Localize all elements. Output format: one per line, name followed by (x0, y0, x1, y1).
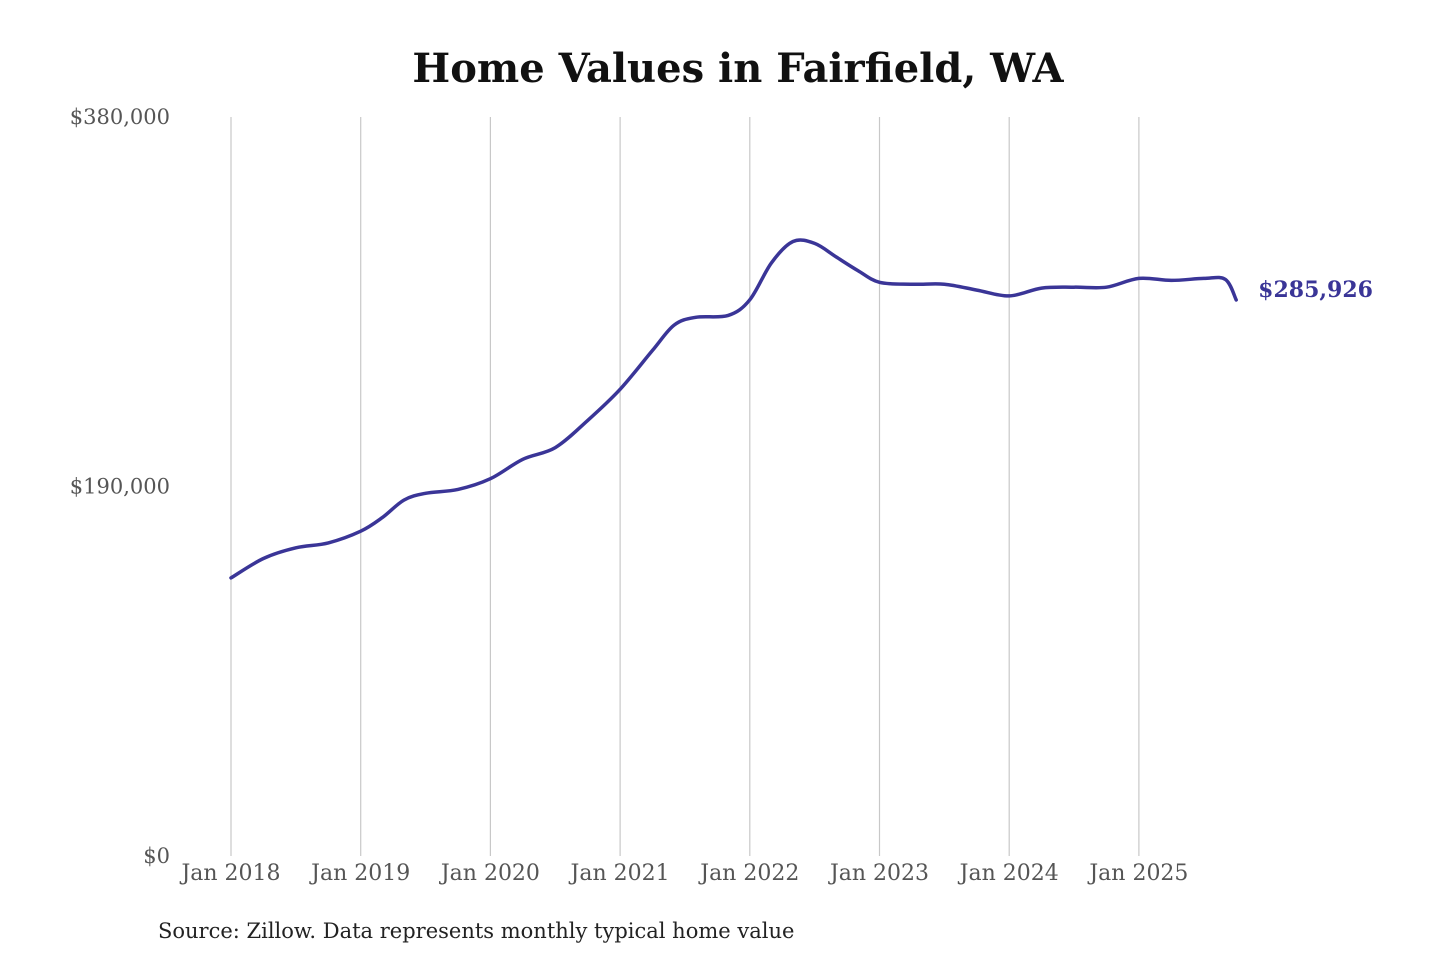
gridlines (230, 117, 1140, 856)
x-tick-label: Jan 2025 (1087, 861, 1188, 886)
y-tick-label: $0 (143, 844, 170, 868)
x-tick-label: Jan 2024 (958, 861, 1059, 886)
y-tick-label: $190,000 (70, 475, 170, 499)
source-note: Source: Zillow. Data represents monthly … (158, 919, 794, 943)
y-axis-tick-labels: $0 $190,000 $380,000 (70, 105, 170, 868)
x-tick-label: Jan 2022 (698, 861, 799, 886)
x-tick-label: Jan 2021 (569, 861, 670, 886)
y-tick-label: $380,000 (70, 105, 170, 129)
x-tick-label: Jan 2018 (179, 861, 280, 886)
x-tick-label: Jan 2020 (439, 861, 540, 886)
last-value-label: $285,926 (1258, 277, 1373, 303)
chart-title: Home Values in Fairfield, WA (412, 45, 1064, 92)
series-layer: $285,926 (229, 238, 1373, 580)
x-tick-label: Jan 2023 (828, 861, 929, 886)
x-tick-label: Jan 2019 (309, 861, 410, 886)
series-line-0 (229, 238, 1238, 580)
x-axis-tick-labels: Jan 2018 Jan 2019 Jan 2020 Jan 2021 Jan 2022… (179, 861, 1188, 886)
